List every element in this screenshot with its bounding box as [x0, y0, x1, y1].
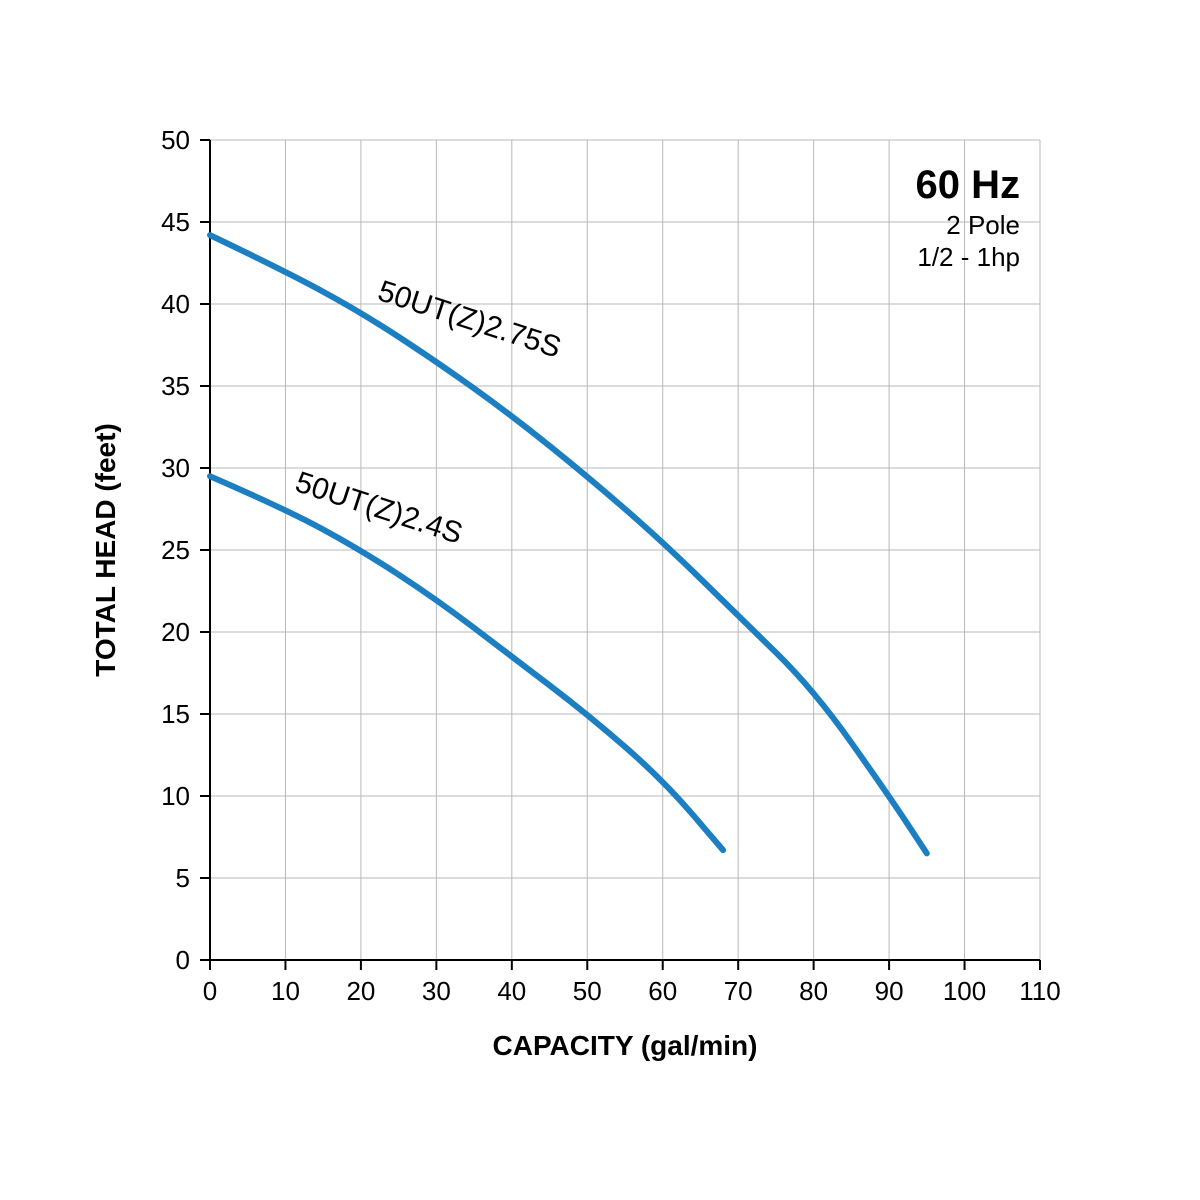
y-axis-label: TOTAL HEAD (feet) — [90, 423, 121, 677]
x-tick-label: 20 — [346, 976, 375, 1006]
x-tick-label: 50 — [573, 976, 602, 1006]
info-hp: 1/2 - 1hp — [917, 242, 1020, 272]
chart-svg: 0 10 20 30 40 50 60 70 80 90 100 110 0 5 10 15 20 25 30 35 4… — [0, 0, 1200, 1200]
axes — [200, 140, 1040, 970]
x-tick-label: 100 — [943, 976, 986, 1006]
y-tick-label: 0 — [176, 945, 190, 975]
x-tick-label: 80 — [799, 976, 828, 1006]
info-box: 60 Hz2 Pole1/2 - 1hp — [916, 163, 1021, 272]
info-frequency: 60 Hz — [916, 163, 1021, 207]
info-pole: 2 Pole — [946, 210, 1020, 240]
y-tick-label: 5 — [176, 863, 190, 893]
y-tick-label: 50 — [161, 125, 190, 155]
pump-curve-chart: 0 10 20 30 40 50 60 70 80 90 100 110 0 5 10 15 20 25 30 35 4… — [0, 0, 1200, 1200]
x-tick-label: 70 — [724, 976, 753, 1006]
curve-50UT(Z)2.75S — [210, 235, 927, 853]
x-tick-label: 90 — [875, 976, 904, 1006]
curve-label: 50UT(Z)2.4S — [291, 466, 466, 551]
x-axis-label: CAPACITY (gal/min) — [493, 1030, 758, 1061]
x-tick-label: 30 — [422, 976, 451, 1006]
y-tick-label: 20 — [161, 617, 190, 647]
curve-label: 50UT(Z)2.75S — [374, 275, 565, 365]
curve-50UT(Z)2.4S — [210, 476, 723, 850]
y-tick-label: 10 — [161, 781, 190, 811]
y-tick-label: 15 — [161, 699, 190, 729]
x-tick-label: 60 — [648, 976, 677, 1006]
y-tick-label: 45 — [161, 207, 190, 237]
x-tick-label: 10 — [271, 976, 300, 1006]
x-tick-label: 0 — [203, 976, 217, 1006]
y-tick-label: 25 — [161, 535, 190, 565]
x-tick-label: 110 — [1019, 976, 1060, 1006]
y-tick-label: 30 — [161, 453, 190, 483]
y-tick-label: 40 — [161, 289, 190, 319]
x-tick-label: 40 — [497, 976, 526, 1006]
y-tick-label: 35 — [161, 371, 190, 401]
